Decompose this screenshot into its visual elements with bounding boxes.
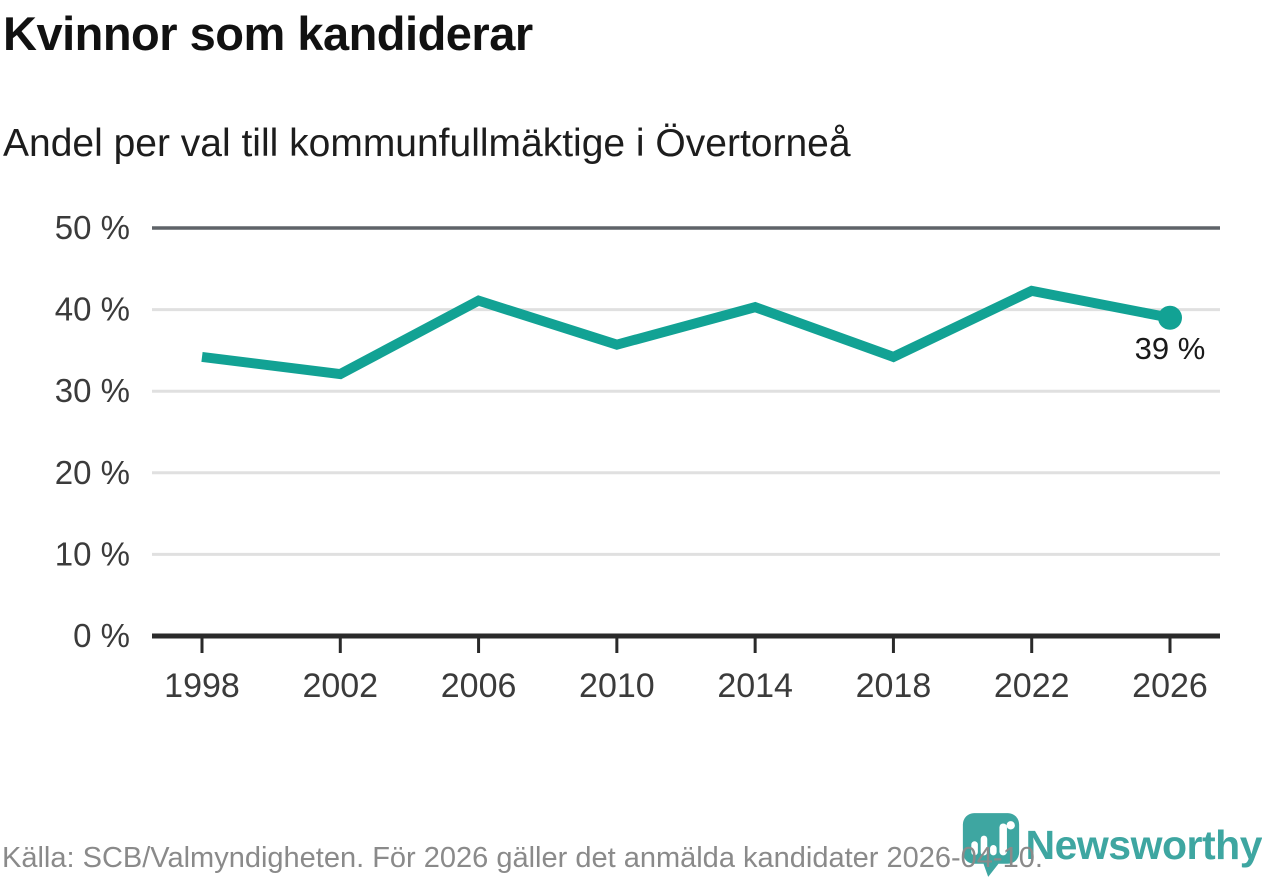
y-axis-tick-label: 40 % <box>55 291 130 328</box>
x-axis-tick-label: 2002 <box>302 667 378 705</box>
bar-chart-bar-3 <box>989 845 997 856</box>
x-axis-tick-label: 2006 <box>441 667 517 705</box>
newsworthy-pin-icon <box>962 813 1019 877</box>
bar-chart-bar-2 <box>980 835 987 856</box>
newsworthy-logo: Newsworthy <box>961 811 1262 879</box>
x-axis-tick-label: 2018 <box>856 667 932 705</box>
chart-title: Kvinnor som kandiderar <box>3 7 533 60</box>
x-axis-tick-label: 2010 <box>579 667 655 705</box>
y-axis-tick-label: 10 % <box>55 535 130 572</box>
y-axis-tick-label: 0 % <box>73 617 130 654</box>
x-axis-tick-label: 1998 <box>164 667 240 705</box>
y-axis-tick-label: 30 % <box>55 372 130 409</box>
data-point-marker-last <box>1158 305 1182 330</box>
bar-chart-dot <box>1005 821 1015 830</box>
last-value-label: 39 % <box>1135 331 1206 366</box>
x-axis-tick-label: 2026 <box>1132 667 1208 705</box>
y-axis-tick-label: 20 % <box>55 454 130 491</box>
bar-chart-bar-4 <box>998 823 1007 856</box>
chart-subtitle: Andel per val till kommunfullmäktige i Ö… <box>3 122 851 165</box>
bar-chart-bar-1 <box>970 841 978 856</box>
x-axis-tick-label: 2014 <box>717 667 793 705</box>
brand-name: Newsworthy <box>1025 821 1262 868</box>
source-note: Källa: SCB/Valmyndigheten. För 2026 gäll… <box>2 842 1043 874</box>
data-line <box>201 285 1171 380</box>
y-axis-tick-label: 50 % <box>55 209 130 246</box>
x-axis-tick-label: 2022 <box>994 667 1070 705</box>
